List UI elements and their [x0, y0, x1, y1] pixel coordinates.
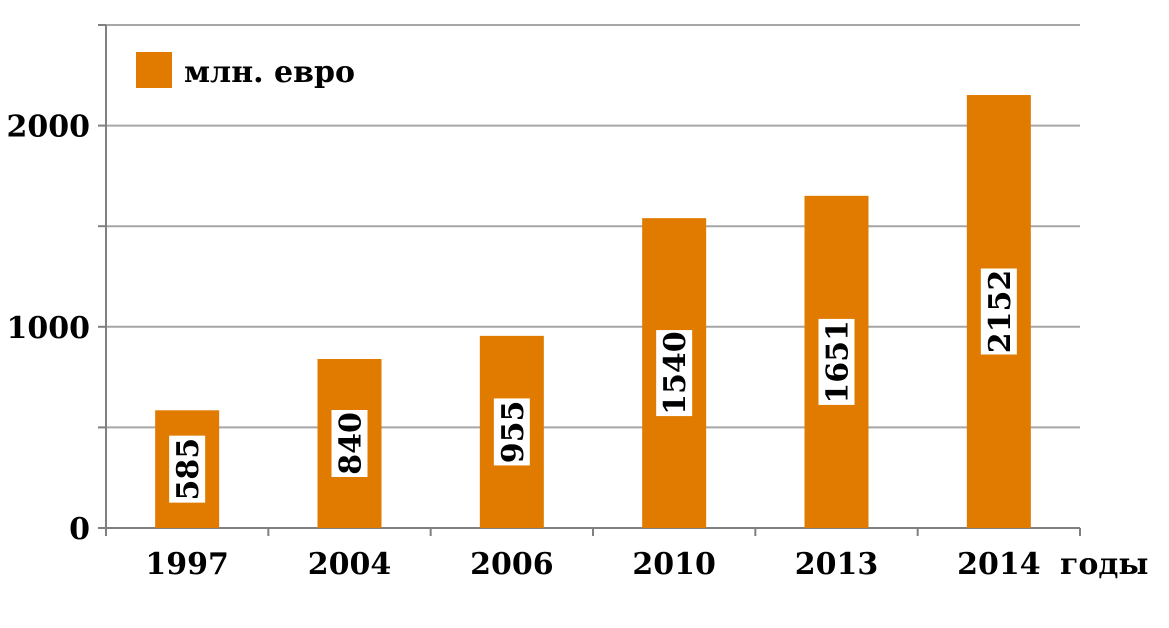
- data-label-text: 955: [496, 401, 531, 464]
- y-tick-label: 0: [69, 512, 90, 547]
- y-tick-label: 1000: [7, 311, 91, 346]
- x-tick-label: 2014: [957, 547, 1041, 582]
- tick-labels: 1997 2004 2006 2010 2013 2014 0 1000 2000: [7, 110, 1041, 582]
- x-tick-label: 2004: [308, 547, 392, 582]
- data-label-text: 840: [334, 412, 369, 475]
- legend-label: млн. евро: [184, 55, 355, 90]
- y-tick-label: 2000: [7, 110, 91, 145]
- data-label-2010: 1540: [656, 330, 693, 417]
- x-tick-label: 2010: [632, 547, 716, 582]
- data-label-2014: 2152: [980, 268, 1018, 355]
- bars: [155, 95, 1031, 529]
- x-axis-label: годы: [1060, 547, 1148, 582]
- data-label-2004: 840: [331, 409, 369, 477]
- data-label-2013: 1651: [818, 318, 856, 405]
- legend: млн. евро: [136, 52, 355, 90]
- data-label-text: 1651: [821, 320, 856, 404]
- data-label-box: [331, 409, 368, 477]
- x-tick-label: 2006: [470, 547, 554, 582]
- data-label-box: [493, 398, 530, 466]
- legend-swatch: [136, 52, 172, 88]
- data-label-box: [656, 330, 693, 417]
- data-label-2006: 955: [493, 398, 531, 466]
- data-label-1997: 585: [169, 435, 206, 503]
- axes: [98, 24, 1081, 536]
- data-label-text: 585: [171, 438, 206, 501]
- data-label-text: 1540: [658, 331, 693, 415]
- data-label-box: [818, 318, 855, 405]
- data-label-box: [169, 435, 206, 503]
- data-label-box: [980, 268, 1017, 355]
- x-tick-label: 1997: [145, 547, 229, 582]
- gridlines: [106, 24, 1080, 429]
- x-tick-label: 2013: [795, 547, 879, 582]
- data-label-text: 2152: [983, 270, 1018, 354]
- data-labels: 585 840 955 1540 1651 2152: [169, 268, 1018, 503]
